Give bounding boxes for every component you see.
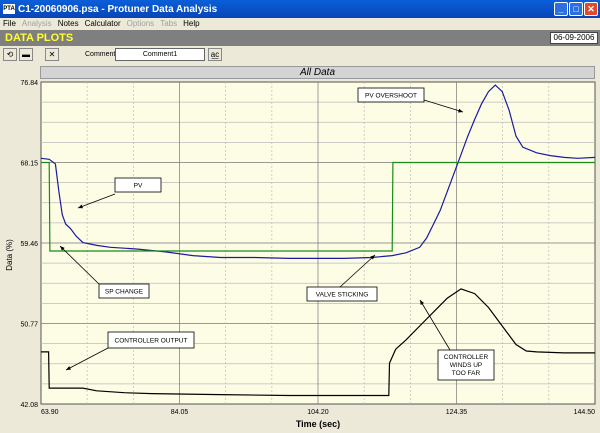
grid	[41, 82, 595, 404]
annotation-box	[437, 349, 495, 381]
y-tick-labels: 42.08 50.77 59.46 68.15 76.84	[20, 80, 38, 409]
series-line-sp	[41, 161, 595, 252]
y-tick-label: 42.08	[20, 402, 38, 409]
menu-analysis[interactable]: Analysis	[21, 19, 52, 28]
annotation-callout: CONTROLLER OUTPUT	[65, 331, 195, 371]
section-header: DATA PLOTS 06-09-2006	[0, 30, 600, 46]
close-button[interactable]: ✕	[584, 2, 598, 16]
annotation-arrowhead	[60, 246, 65, 251]
annotation-callout: PV	[77, 177, 162, 209]
annotation-callout: PV OVERSHOOT	[357, 87, 464, 113]
annotation-text: CONTROLLER	[444, 354, 489, 361]
annotation-leader-line	[419, 299, 451, 351]
menu-bar: File Analysis Notes Calculator Options T…	[0, 18, 600, 30]
annotation-text: CONTROLLER OUTPUT	[115, 338, 188, 345]
y-tick-label: 76.84	[20, 80, 38, 87]
menu-tabs[interactable]: Tabs	[160, 19, 178, 28]
menu-file[interactable]: File	[3, 19, 16, 28]
minimize-button[interactable]: _	[554, 2, 568, 16]
comment-label: Comment	[85, 51, 116, 58]
annotation-text: TOO FAR	[452, 370, 481, 377]
annotation-arrowhead	[420, 300, 425, 305]
annotation-leader-line	[77, 193, 116, 209]
annotation-callout: VALVE STICKING	[306, 254, 378, 302]
app-icon: PTA	[3, 4, 15, 14]
window-title: C1-20060906.psa - Protuner Data Analysis	[18, 3, 218, 15]
annotation-box	[107, 331, 195, 349]
y-axis-label: Data (%)	[5, 239, 14, 271]
x-tick-label: 104.20	[307, 409, 329, 416]
annotation-text: PV	[134, 183, 143, 190]
annotation-arrowhead	[370, 255, 375, 260]
annotation-text: PV OVERSHOOT	[365, 93, 417, 100]
undo-icon[interactable]: ⟲	[3, 48, 17, 61]
x-axis-label: Time (sec)	[296, 419, 340, 429]
series-line-pv	[40, 84, 596, 259]
annotation-box	[98, 283, 150, 299]
annotation-leader-line	[339, 254, 376, 288]
annotation-leader-line	[65, 347, 109, 371]
annotation-box	[357, 87, 425, 103]
series-lines	[40, 84, 596, 397]
annotations: PV OVERSHOOT PV SP CHANGE VALVE STICKING CON…	[59, 87, 495, 381]
x-tick-label: 84.05	[171, 409, 189, 416]
toolbar: ⟲ ▬ ✕ Comment a͟c	[0, 46, 600, 64]
annotation-arrowhead	[66, 366, 71, 370]
annotation-leader-line	[59, 245, 100, 285]
open-folder-icon[interactable]: ▬	[19, 48, 33, 61]
x-tick-label: 124.35	[446, 409, 468, 416]
y-tick-label: 59.46	[20, 241, 38, 248]
maximize-button[interactable]: □	[569, 2, 583, 16]
annotation-callout: SP CHANGE	[59, 245, 150, 299]
menu-options[interactable]: Options	[126, 19, 155, 28]
chart-title: All Data	[40, 66, 595, 79]
y-tick-label: 50.77	[20, 322, 38, 329]
section-title: DATA PLOTS	[5, 32, 74, 44]
annotation-text: SP CHANGE	[105, 289, 144, 296]
annotation-text: VALVE STICKING	[316, 292, 369, 299]
annotation-text: WINDS UP	[450, 362, 483, 369]
x-tick-label: 63.90	[41, 409, 59, 416]
y-tick-label: 68.15	[20, 161, 38, 168]
menu-calculator[interactable]: Calculator	[84, 19, 121, 28]
annotation-arrowhead	[458, 108, 463, 113]
chart-area: 42.08 50.77 59.46 68.15 76.84 63.90 84.05 104.…	[5, 80, 596, 429]
menu-notes[interactable]: Notes	[57, 19, 79, 28]
spellcheck-icon[interactable]: a͟c	[208, 48, 222, 61]
x-tick-label: 144.50	[574, 409, 596, 416]
series-line-controller-output	[41, 288, 595, 397]
annotation-box	[306, 286, 378, 302]
annotation-leader-line	[423, 99, 464, 113]
delete-x-icon[interactable]: ✕	[45, 48, 59, 61]
annotation-arrowhead	[78, 204, 83, 209]
annotation-box	[114, 177, 162, 193]
comment-input[interactable]	[115, 48, 205, 61]
date-display: 06-09-2006	[550, 32, 598, 44]
window-title-bar: PTA C1-20060906.psa - Protuner Data Anal…	[0, 0, 600, 18]
x-tick-labels: 63.90 84.05 104.20 124.35 144.50	[41, 409, 595, 416]
menu-help[interactable]: Help	[183, 19, 200, 28]
